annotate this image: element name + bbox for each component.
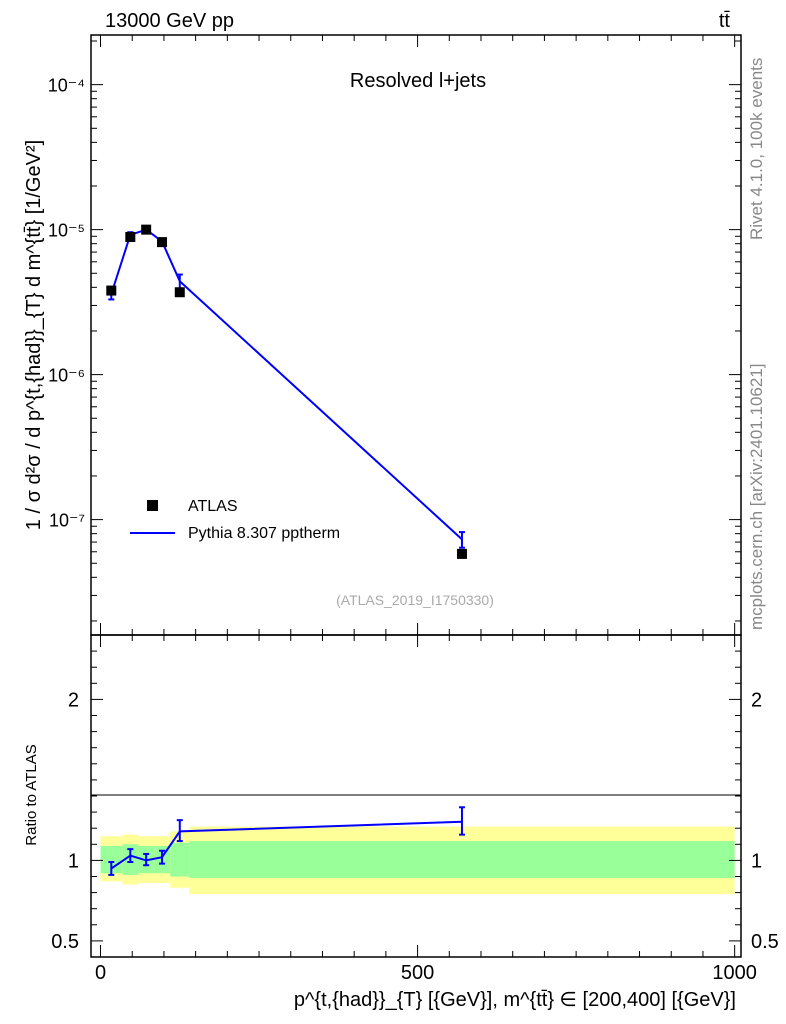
legend: ATLAS Pythia 8.307 pptherm (130, 498, 340, 542)
ratio-line (110, 820, 463, 870)
ratio-panel-frame (90, 634, 742, 958)
ratio-y-tick-label-right: 2 (751, 689, 762, 711)
chart-title: Resolved l+jets (350, 70, 486, 92)
ratio-panel-ticks (91, 635, 741, 957)
main-data (106, 224, 467, 559)
main-panel: 10⁻⁷ 10⁻⁶ 10⁻⁵ 10⁻⁴ Resolved l+jets (ATLAS_… (23, 34, 742, 636)
green-uncertainty-band (100, 845, 123, 874)
x-tick-labels: 0 500 1000 (95, 962, 757, 984)
analysis-watermark: (ATLAS_2019_I1750330) (336, 592, 494, 608)
legend-atlas-label: ATLAS (188, 498, 238, 515)
energy-label: 13000 GeV pp (105, 10, 234, 32)
ratio-panel: 0.5 0.5 1 1 2 2 0 500 1000 Ratio to ATLAS p^{t,… (23, 634, 779, 1011)
x-axis-label: p^{t,{had}}_{T} [{GeV}], m^{tt̄} ∈ [200,… (294, 989, 736, 1011)
atlas-data-point (106, 285, 117, 296)
ratio-data (108, 806, 465, 876)
main-y-tick-label: 10⁻⁵ (48, 221, 85, 241)
main-y-tick-label: 10⁻⁶ (48, 366, 85, 386)
x-tick-label: 500 (401, 962, 434, 984)
main-y-axis-label: 1 / σ d²σ / d p^{t,{had}}_{T} d m^{tt̄} … (23, 140, 45, 530)
main-panel-frame (90, 34, 742, 636)
atlas-data-point (141, 224, 152, 235)
atlas-data-point (456, 548, 467, 559)
ratio-y-tick-label-left: 0.5 (51, 931, 79, 953)
atlas-data-point (157, 237, 168, 248)
ratio-y-tick-label-right: 1 (751, 850, 762, 872)
green-uncertainty-band (189, 841, 735, 879)
main-y-tick-label: 10⁻⁴ (48, 76, 85, 96)
main-y-tick-label: 10⁻⁷ (49, 511, 85, 531)
process-label: tt̄ (719, 10, 731, 32)
ratio-uncertainty-bands (100, 826, 735, 895)
ratio-y-tick-label-right: 0.5 (751, 931, 779, 953)
ratio-y-tick-label-left: 1 (68, 850, 79, 872)
legend-atlas-marker (147, 500, 158, 511)
green-uncertainty-band (170, 842, 190, 877)
rivet-version-label: Rivet 4.1.0, 100k events (747, 58, 766, 240)
ratio-y-axis-label: Ratio to ATLAS (23, 744, 40, 845)
atlas-data-point (174, 287, 185, 298)
x-tick-label: 0 (95, 962, 106, 984)
legend-pythia-label: Pythia 8.307 pptherm (188, 525, 340, 542)
ratio-y-tick-labels: 0.5 0.5 1 1 2 2 (51, 689, 779, 953)
x-tick-label: 1000 (712, 962, 757, 984)
mcplots-label: mcplots.cern.ch [arXiv:2401.10621] (747, 364, 766, 630)
atlas-data-point (125, 231, 136, 242)
main-y-tick-labels: 10⁻⁷ 10⁻⁶ 10⁻⁵ 10⁻⁴ (48, 76, 85, 531)
ratio-y-tick-label-left: 2 (68, 689, 79, 711)
pythia-line (110, 228, 463, 541)
main-panel-ticks (91, 35, 741, 635)
